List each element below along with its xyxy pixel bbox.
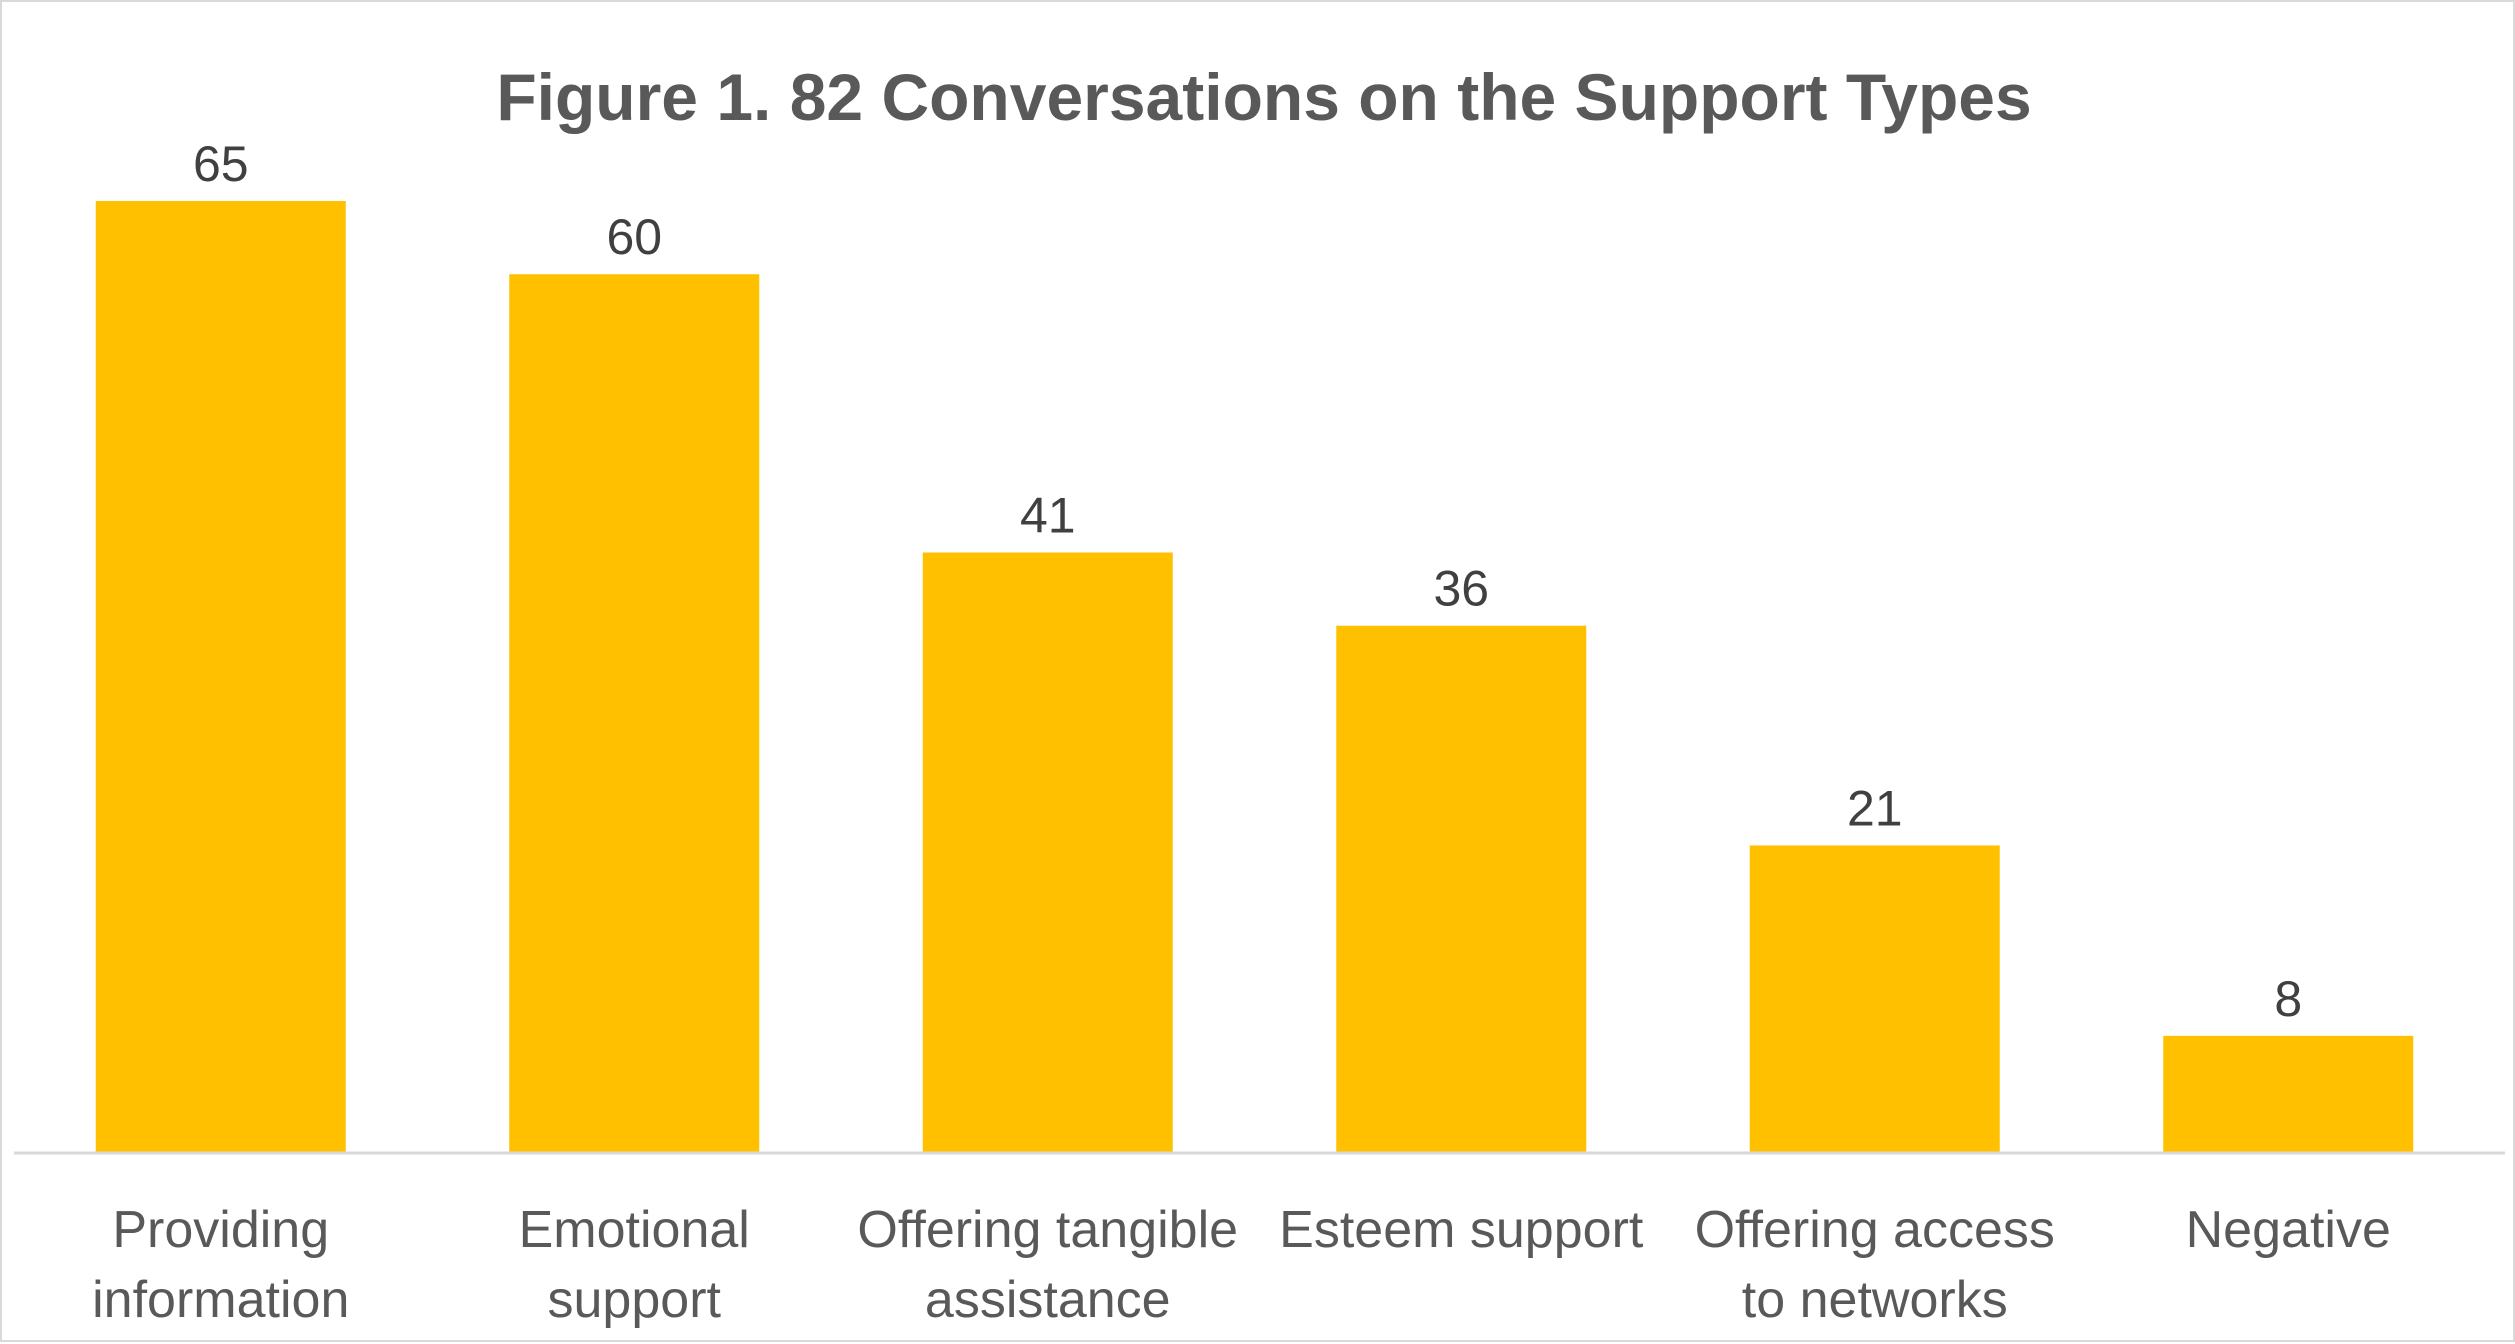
bar [2163,1035,2414,1153]
x-tick-label-line: Negative [2186,1201,2391,1259]
x-tick-label-line: Offering tangible [857,1201,1238,1259]
bar [1749,845,2000,1153]
data-label: 8 [2274,971,2302,1027]
x-tick-label: Emotional support [519,1201,750,1329]
data-label: 65 [193,136,249,192]
bar [509,274,760,1153]
x-tick-label: Providing information [92,1201,349,1329]
x-tick-label: Offering tangible assistance [857,1201,1238,1329]
data-label: 36 [1433,561,1489,617]
x-tick-label-line: support [548,1271,722,1329]
x-tick-label-line: information [92,1271,349,1329]
x-tick-label: Offering access to networks [1695,1201,2055,1329]
x-tick-label-line: Offering access [1695,1201,2055,1259]
bar [1336,625,1587,1153]
data-label: 60 [606,209,662,265]
chart-title: Figure 1. 82 Conversations on the Suppor… [496,60,2031,134]
bar [95,201,346,1153]
x-tick-label-line: Esteem support [1279,1201,1644,1259]
x-tick-label-line: assistance [925,1271,1171,1329]
x-tick-label: Negative [2186,1201,2391,1259]
data-label: 21 [1847,780,1903,836]
bar [922,552,1173,1153]
x-tick-label-line: to networks [1742,1271,2008,1329]
data-labels-group: 65 60 41 36 21 8 [193,136,2302,1027]
x-tick-label-line: Providing [112,1201,329,1259]
data-label: 41 [1020,488,1076,544]
x-tick-label-line: Emotional [519,1201,750,1259]
x-tick-labels-group: Providing information Emotional support Offe… [92,1201,2391,1329]
bars-group [95,201,2414,1153]
x-tick-label: Esteem support [1279,1201,1644,1259]
